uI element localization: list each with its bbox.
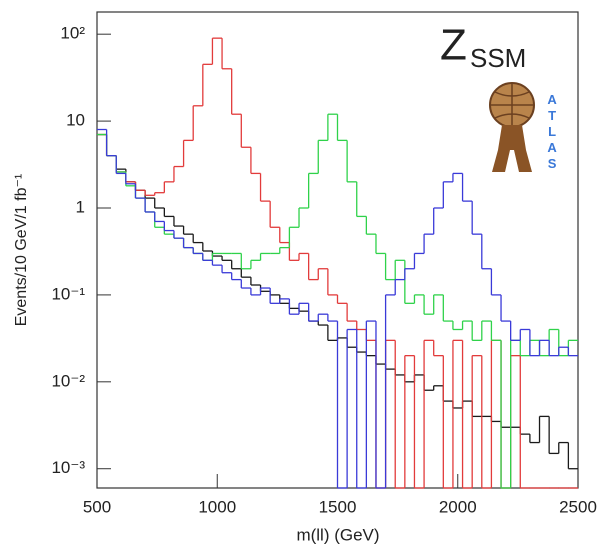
y-tick-label: 10 [66, 111, 85, 130]
logo-text: ATLAS [545, 92, 560, 172]
y-axis-label: Events/10 GeV/1 fb⁻¹ [13, 174, 30, 327]
y-tick-label: 10⁻³ [51, 458, 85, 477]
y-tick-label: 10⁻¹ [51, 284, 85, 303]
x-axis-label: m(ll) (GeV) [296, 525, 379, 544]
logo-figure [489, 82, 535, 172]
y-tick-label: 10² [60, 24, 85, 43]
annotation-subscript: SSM [470, 43, 526, 73]
annotation: Z [440, 21, 467, 70]
y-tick-label: 1 [76, 197, 85, 216]
x-tick-label: 1500 [319, 497, 357, 516]
x-tick-label: 1000 [198, 497, 236, 516]
y-tick-label: 10⁻² [51, 371, 85, 390]
x-tick-label: 2500 [559, 497, 597, 516]
x-tick-label: 500 [83, 497, 111, 516]
x-tick-label: 2000 [439, 497, 477, 516]
